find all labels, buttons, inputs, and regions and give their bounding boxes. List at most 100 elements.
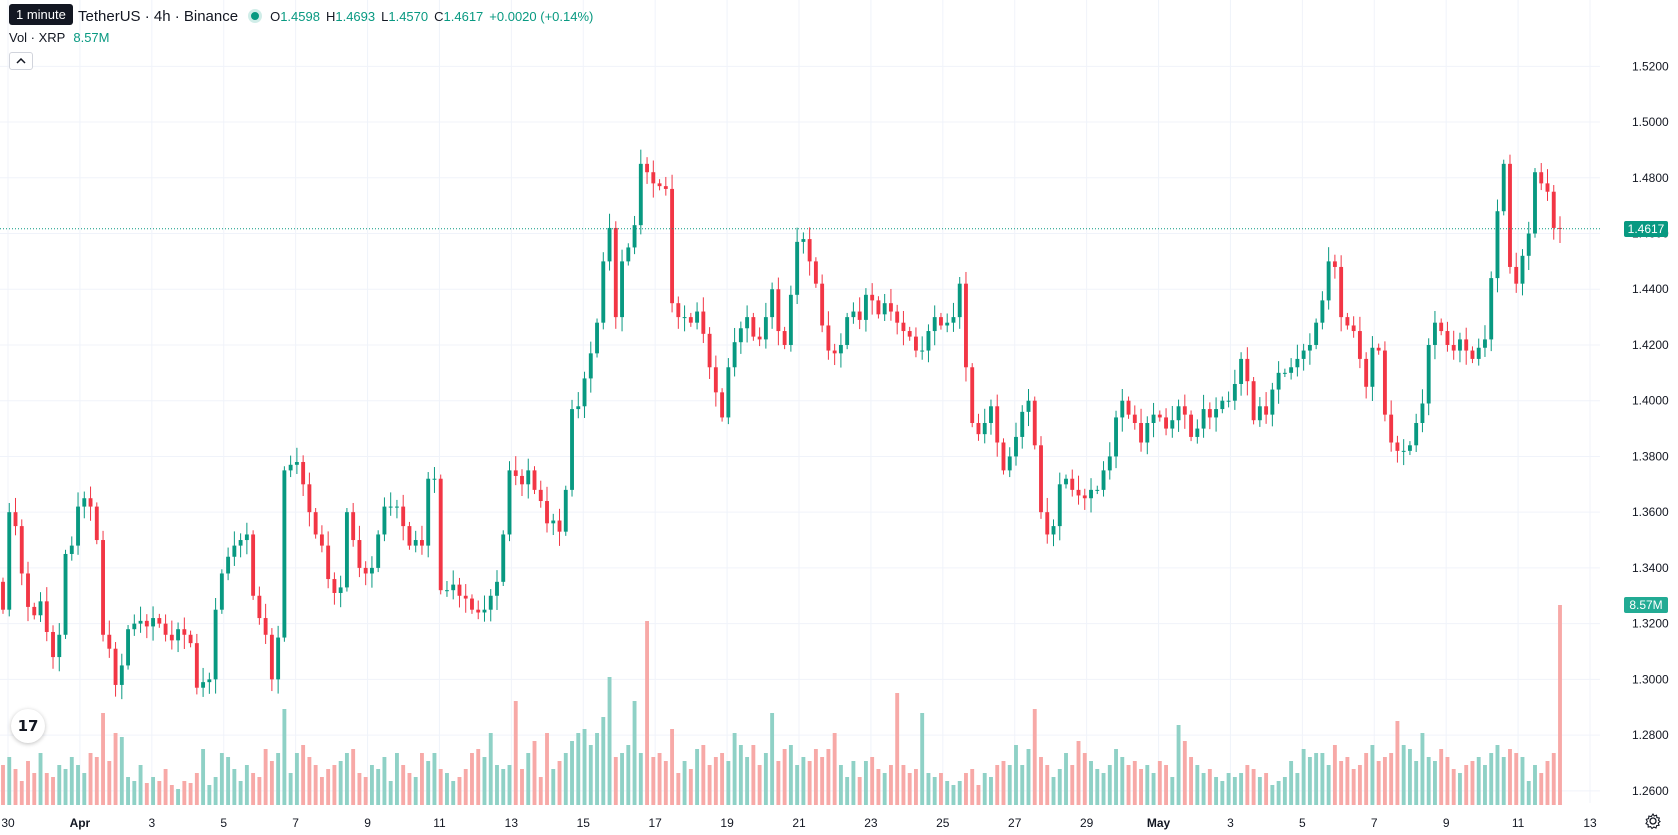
candle-body — [1157, 414, 1162, 418]
volume-bar — [357, 773, 362, 805]
candle-body — [813, 261, 818, 284]
collapse-legend-button[interactable] — [9, 52, 33, 70]
x-tick-label: 29 — [1080, 816, 1094, 830]
candle-body — [407, 526, 412, 546]
market-status-icon[interactable] — [248, 9, 263, 23]
volume-bar — [888, 765, 893, 805]
candle-body — [763, 317, 768, 340]
candle-body — [1245, 358, 1250, 382]
candle-body — [882, 303, 887, 315]
candle-body — [363, 567, 368, 574]
gear-icon[interactable] — [1644, 812, 1662, 830]
candle-body — [1095, 489, 1100, 491]
candle-body — [1501, 163, 1506, 212]
candle-body — [513, 470, 518, 476]
candle-body — [313, 512, 318, 535]
candle-body — [119, 665, 124, 685]
open-key: O — [270, 8, 281, 24]
volume-bar — [51, 777, 55, 805]
volume-bar — [1207, 769, 1212, 805]
candle-body — [257, 595, 262, 619]
symbol-title[interactable]: TetherUS · 4h · Binance — [78, 7, 239, 25]
volume-bar — [1501, 757, 1506, 805]
tradingview-logo-icon[interactable]: 17 — [11, 709, 45, 743]
candle-body — [851, 311, 856, 318]
candle-body — [169, 634, 174, 641]
time-axis[interactable]: 30 Apr 3 5 7 9 11 13 15 17 19 21 23 25 27 29 May 3 5 7 9 11 13 — [1, 816, 1597, 830]
candle-body — [1145, 423, 1150, 443]
volume-bar — [94, 757, 99, 805]
volume-bar — [682, 761, 687, 805]
volume-bar — [82, 773, 87, 805]
volume-bar — [1514, 753, 1519, 805]
candle-body — [1520, 255, 1525, 284]
volume-bar — [451, 781, 456, 805]
volume-bar — [1533, 765, 1537, 805]
volume-bar — [1095, 769, 1100, 805]
volume-bar — [313, 765, 318, 805]
candle-body — [338, 587, 343, 593]
volume-bar — [1270, 785, 1275, 805]
volume-bar — [1239, 773, 1244, 805]
candle-body — [1332, 261, 1337, 267]
candle-body — [1514, 266, 1519, 284]
candle-body — [88, 498, 93, 507]
volume-bar — [488, 733, 493, 805]
volume-bar — [388, 781, 393, 805]
candle-body — [526, 470, 531, 485]
symbol-legend: TetherUS · 4h · Binance O 1.4598 H 1.4693 … — [0, 6, 599, 26]
volume-bar — [545, 733, 549, 805]
volume-bar — [438, 769, 443, 805]
volume-bar — [1407, 749, 1412, 805]
volume-bar — [1301, 749, 1306, 805]
candle-body — [1164, 417, 1168, 429]
candle-body — [13, 512, 18, 527]
volume-bar — [751, 745, 756, 805]
candle-body — [1220, 400, 1225, 410]
volume-bar — [226, 757, 231, 805]
volume-bar — [157, 781, 162, 805]
volume-bar — [1433, 761, 1437, 805]
volume-bar — [126, 777, 130, 805]
volume-bar — [420, 753, 424, 805]
candle-body — [557, 520, 562, 532]
volume-bar — [701, 745, 706, 805]
candle-body — [1070, 478, 1075, 490]
candle-body — [1, 581, 5, 610]
candle-body — [1489, 278, 1494, 340]
volume-label[interactable]: Vol · XRP — [9, 30, 66, 45]
volume-bar — [863, 761, 868, 805]
price-axis[interactable]: 1.52001.50001.48001.46001.44001.42001.40… — [1632, 59, 1669, 797]
candle-body — [570, 409, 574, 490]
volume-bar — [1295, 773, 1300, 805]
volume-bar — [782, 749, 787, 805]
candle-body — [932, 317, 937, 332]
candle-body — [1101, 470, 1106, 490]
volume-bar — [1451, 769, 1456, 805]
y-tick-label: 1.3400 — [1632, 561, 1669, 575]
candle-body — [1439, 322, 1444, 332]
candle-body — [939, 317, 943, 326]
candle-body — [1039, 445, 1043, 513]
candle-body — [995, 406, 1000, 443]
candle-body — [1357, 331, 1362, 359]
candle-body — [1207, 409, 1212, 418]
candle-body — [657, 183, 662, 187]
candle-body — [1239, 358, 1244, 384]
volume-bar — [69, 757, 74, 805]
candle-body — [576, 406, 581, 410]
candle-body — [1151, 414, 1156, 423]
volume-bar — [1070, 765, 1075, 805]
candle-body — [1314, 322, 1319, 345]
volume-bar — [376, 769, 381, 805]
volume-bar — [1264, 773, 1269, 805]
volume-bar — [76, 765, 80, 805]
volume-bar — [1476, 757, 1481, 805]
volume-bar — [32, 773, 37, 805]
x-tick-label: May — [1147, 816, 1171, 830]
candle-body — [964, 283, 968, 368]
volume-bar — [1307, 757, 1312, 805]
candle-body — [301, 462, 306, 485]
volume-bar — [344, 753, 349, 805]
